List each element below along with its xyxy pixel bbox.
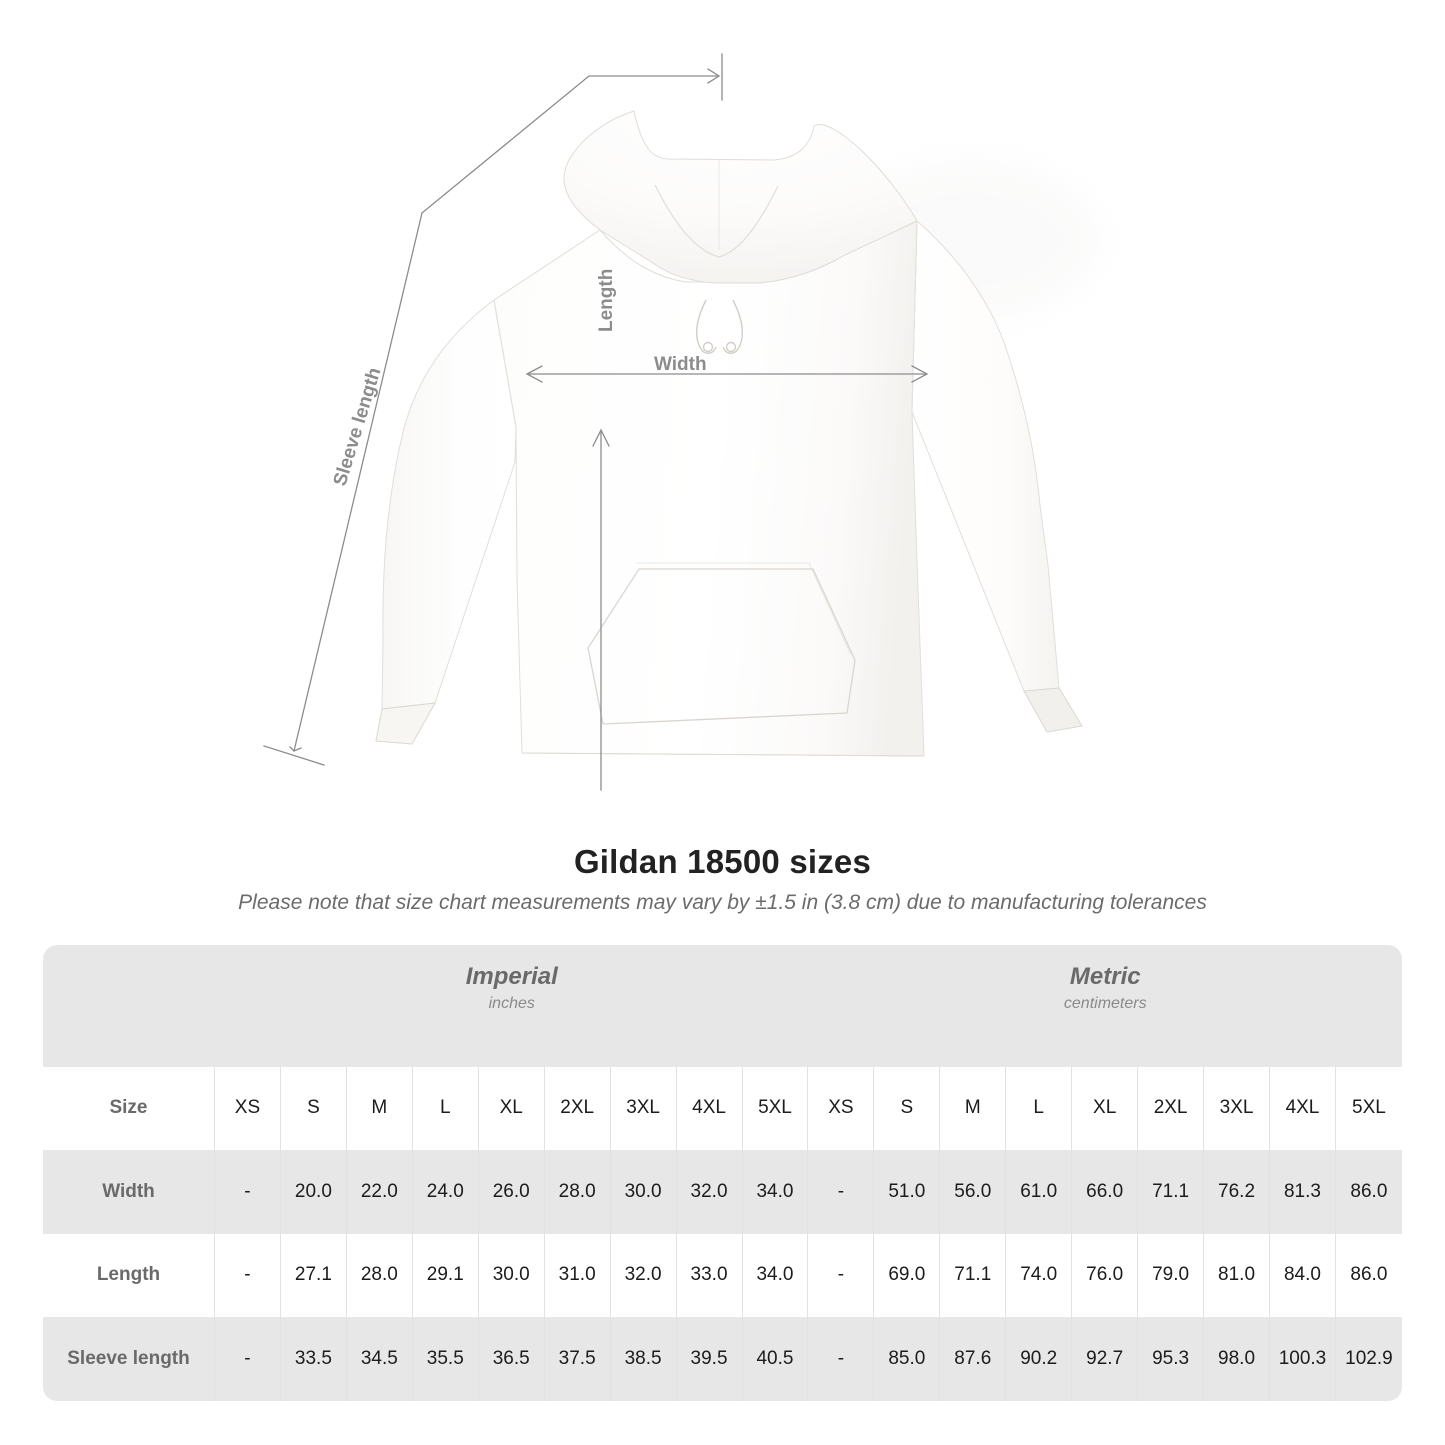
svg-text:Sleeve length: Sleeve length xyxy=(330,365,386,488)
svg-text:Width: Width xyxy=(654,354,707,375)
svg-text:Length: Length xyxy=(596,269,617,332)
